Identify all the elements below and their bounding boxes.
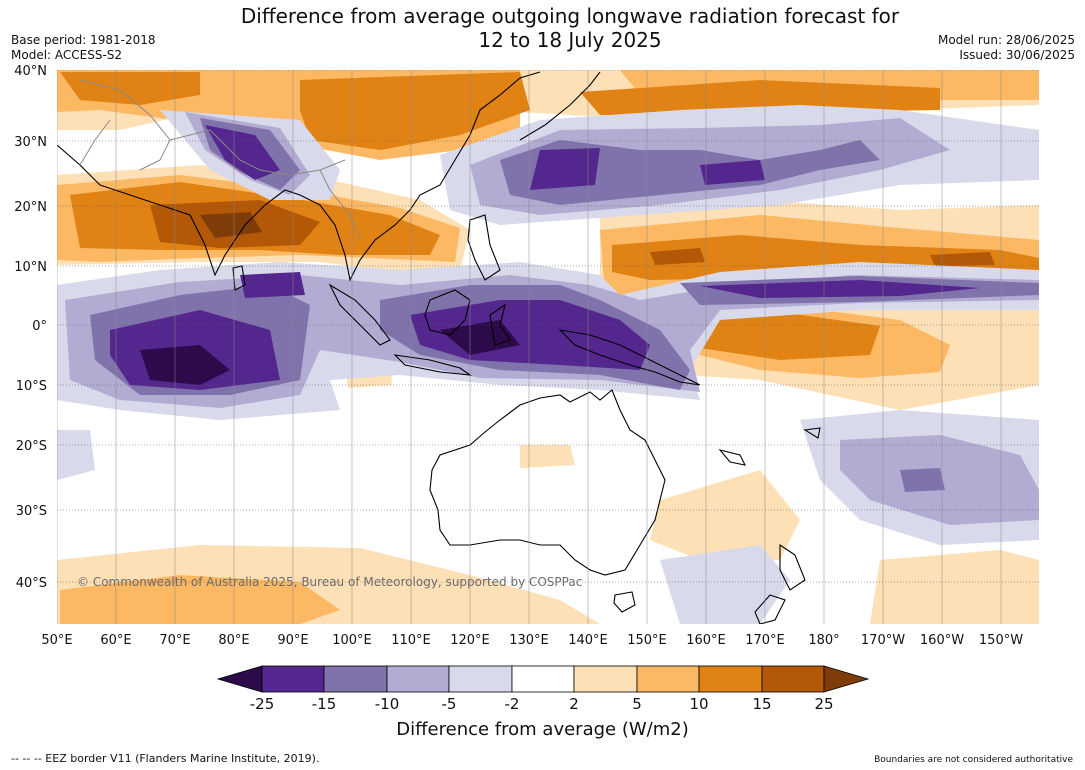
title-line-2: 12 to 18 July 2025 [478, 28, 662, 52]
lon-label: 160°E [686, 633, 726, 648]
run-info-right: Model run: 28/06/2025 Issued: 30/06/2025 [938, 33, 1075, 63]
colorbar-cell [761, 665, 825, 693]
map-panel: © Commonwealth of Australia 2025, Bureau… [57, 70, 1039, 624]
lon-label: 170°E [745, 633, 785, 648]
page-title: Difference from average outgoing longwav… [170, 4, 970, 52]
colorbar-tick: 15 [752, 695, 771, 713]
colorbar-tick: -10 [375, 695, 400, 713]
lon-label: 180° [808, 633, 839, 648]
colorbar-cell [386, 665, 450, 693]
run-info-left: Base period: 1981-2018 Model: ACCESS-S2 [11, 33, 156, 63]
colorbar-tick: 25 [814, 695, 833, 713]
lon-label: 100°E [332, 633, 372, 648]
colorbar: -25 -15 -10 -5 -2 2 5 10 15 25 [216, 665, 870, 713]
lon-label: 80°E [218, 633, 249, 648]
country-borders [79, 79, 361, 241]
colorbar-tick: 2 [569, 695, 579, 713]
colorbar-tick: 10 [689, 695, 708, 713]
colorbar-cell [261, 665, 325, 693]
lat-label: 10°S [16, 379, 47, 394]
colorbar-max-extension [823, 665, 870, 693]
lon-label: 120°E [450, 633, 490, 648]
lat-label: 40°N [14, 64, 47, 79]
borneo-outline [424, 289, 471, 336]
new-zealand-outline [754, 543, 806, 624]
sri-lanka-outline [232, 265, 246, 291]
colorbar-min-extension [216, 665, 263, 693]
coastlines [57, 71, 821, 624]
asia-coast [57, 71, 541, 282]
eez-note: -- -- -- EEZ border V11 (Flanders Marine… [11, 752, 320, 765]
colorbar-cell [698, 665, 763, 693]
latitude-labels: 40°N 30°N 20°N 10°N 0° 10°S 20°S 30°S 40… [14, 64, 47, 591]
colorbar-tick: -2 [505, 695, 520, 713]
lon-label: 150°W [979, 633, 1023, 648]
colorbar-cell [511, 665, 575, 693]
lon-label: 90°E [277, 633, 308, 648]
lon-label: 160°W [920, 633, 964, 648]
sulawesi-outline [489, 303, 511, 346]
colorbar-tick: 5 [632, 695, 642, 713]
australia-outline [429, 389, 666, 576]
lon-label: 140°E [568, 633, 608, 648]
lon-label: 150°E [627, 633, 667, 648]
lat-label: 30°N [14, 135, 47, 150]
colorbar-tick: -15 [312, 695, 337, 713]
longitude-labels: 50°E 60°E 70°E 80°E 90°E 100°E 110°E 120… [41, 633, 1023, 648]
copyright-notice: © Commonwealth of Australia 2025, Bureau… [77, 575, 582, 589]
colorbar-cell [636, 665, 700, 693]
anomaly-field [57, 70, 1039, 624]
tasmania-outline [613, 591, 636, 613]
colorbar-cell [573, 665, 638, 693]
philippines-outline [467, 214, 501, 281]
colorbar-tick: -25 [250, 695, 275, 713]
meridians [57, 70, 1002, 624]
colorbar-tick: -5 [442, 695, 457, 713]
lon-label: 110°E [391, 633, 431, 648]
lat-label: 0° [32, 319, 47, 334]
lat-label: 20°S [16, 439, 47, 454]
lon-label: 130°E [509, 633, 549, 648]
colorbar-cell [448, 665, 513, 693]
title-line-1: Difference from average outgoing longwav… [240, 4, 900, 28]
boundary-disclaimer: Boundaries are not considered authoritat… [874, 755, 1073, 765]
model-run-date: Model run: 28/06/2025 [937, 33, 1075, 47]
lon-label: 60°E [100, 633, 131, 648]
base-period: Base period: 1981-2018 [11, 33, 156, 47]
japan-outline [519, 71, 601, 141]
lon-label: 170°W [861, 633, 905, 648]
issued-date: Issued: 30/06/2025 [959, 48, 1075, 62]
colorbar-cell [323, 665, 388, 693]
lat-label: 10°N [14, 260, 47, 275]
colorbar-title: Difference from average (W/m2) [396, 719, 689, 740]
lat-label: 30°S [16, 504, 47, 519]
sumatra-outline [328, 283, 391, 346]
lat-label: 40°S [16, 576, 47, 591]
model-name: Model: ACCESS-S2 [11, 48, 123, 62]
lon-label: 70°E [159, 633, 190, 648]
lon-label: 50°E [41, 633, 72, 648]
lat-label: 20°N [14, 200, 47, 215]
